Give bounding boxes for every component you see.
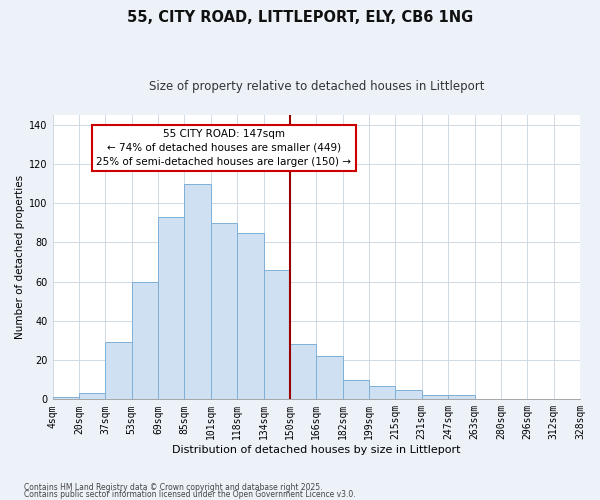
Bar [131, 282, 158, 400]
Bar [290, 344, 316, 400]
Bar [316, 356, 343, 400]
Title: Size of property relative to detached houses in Littleport: Size of property relative to detached ho… [149, 80, 484, 93]
Bar [263, 270, 290, 400]
Bar [448, 396, 475, 400]
Text: 55, CITY ROAD, LITTLEPORT, ELY, CB6 1NG: 55, CITY ROAD, LITTLEPORT, ELY, CB6 1NG [127, 10, 473, 25]
Bar [211, 223, 237, 400]
Bar [395, 390, 422, 400]
Text: Contains HM Land Registry data © Crown copyright and database right 2025.: Contains HM Land Registry data © Crown c… [24, 484, 323, 492]
Bar [237, 232, 263, 400]
Bar [105, 342, 131, 400]
Bar [79, 394, 105, 400]
Bar [53, 398, 79, 400]
X-axis label: Distribution of detached houses by size in Littleport: Distribution of detached houses by size … [172, 445, 461, 455]
Y-axis label: Number of detached properties: Number of detached properties [15, 175, 25, 339]
Text: 55 CITY ROAD: 147sqm
← 74% of detached houses are smaller (449)
25% of semi-deta: 55 CITY ROAD: 147sqm ← 74% of detached h… [97, 128, 352, 166]
Bar [369, 386, 395, 400]
Bar [158, 217, 184, 400]
Bar [422, 396, 448, 400]
Bar [184, 184, 211, 400]
Bar [343, 380, 369, 400]
Text: Contains public sector information licensed under the Open Government Licence v3: Contains public sector information licen… [24, 490, 356, 499]
